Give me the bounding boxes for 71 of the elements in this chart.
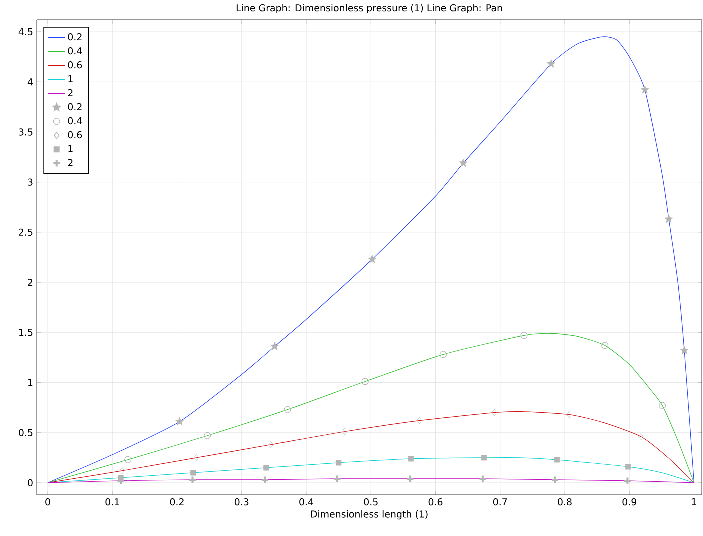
legend-label: 0.6 [68, 62, 82, 69]
legend-label: 0.2 [68, 103, 82, 111]
point [270, 342, 280, 350]
point [264, 465, 270, 471]
point [333, 474, 342, 484]
point [368, 255, 377, 264]
point [194, 454, 200, 462]
point [120, 468, 125, 474]
x-tick-label: 0.8 [558, 498, 572, 506]
y-tick-label: 1 [28, 379, 33, 386]
y-tick-label: 2.5 [19, 228, 33, 236]
legend-label: 0.2 [68, 34, 82, 41]
legend-label: 0.6 [68, 131, 82, 139]
point [416, 417, 422, 424]
x-tick-label: 0.5 [364, 498, 378, 506]
legend-label: 0.4 [68, 117, 82, 125]
y-tick-label: 4 [28, 78, 33, 86]
y-tick-label: 2 [28, 279, 33, 286]
legend-label: 0.4 [68, 48, 82, 55]
y-tick-label: 3.5 [19, 128, 33, 136]
point [640, 86, 650, 94]
point [124, 456, 132, 464]
y-tick-label: 4.5 [18, 28, 33, 36]
chart-title: Line Graph: Dimensionless pressure (1) Line Graph: Pan [236, 4, 502, 14]
point [566, 411, 572, 418]
point [362, 378, 369, 386]
point [554, 457, 560, 463]
y-tick-label: 3 [28, 178, 33, 186]
point [478, 474, 488, 484]
point [260, 476, 270, 484]
x-axis-title: Dimensionless length (1) [311, 510, 428, 520]
point [188, 476, 197, 484]
point [638, 433, 644, 440]
point [520, 332, 528, 340]
legend-label: 2 [68, 89, 73, 96]
x-tick-label: 0.2 [170, 498, 184, 506]
point [268, 441, 274, 448]
x-tick-label: 0.9 [622, 498, 636, 506]
point [176, 417, 184, 426]
point [481, 455, 488, 461]
y-tick-label: 1.5 [19, 329, 33, 336]
point [190, 470, 196, 476]
line-series [48, 411, 695, 484]
point [547, 60, 556, 68]
point [284, 406, 292, 414]
x-tick-label: 0.1 [106, 498, 120, 506]
point [659, 402, 666, 410]
point [406, 474, 415, 484]
point [664, 215, 674, 224]
legend-label: 1 [68, 76, 73, 82]
point [492, 409, 498, 416]
x-tick-label: 0.7 [493, 498, 508, 506]
point [440, 351, 448, 358]
x-tick-label: 0 [46, 498, 50, 506]
point [342, 428, 348, 436]
x-tick-label: 1 [692, 498, 696, 506]
point [602, 342, 609, 350]
point [459, 158, 468, 167]
legend-label: 1 [68, 145, 73, 152]
point [680, 346, 689, 354]
x-tick-label: 0.6 [428, 498, 443, 506]
point [336, 460, 342, 466]
x-tick-label: 0.3 [234, 498, 249, 506]
point [204, 432, 212, 440]
line-series [48, 333, 695, 484]
point [626, 464, 632, 470]
y-tick-label: 0.5 [19, 429, 33, 436]
point [408, 456, 414, 462]
legend-label: 2 [68, 159, 73, 166]
x-tick-label: 0.4 [300, 498, 314, 506]
y-tick-label: 0 [28, 479, 33, 487]
